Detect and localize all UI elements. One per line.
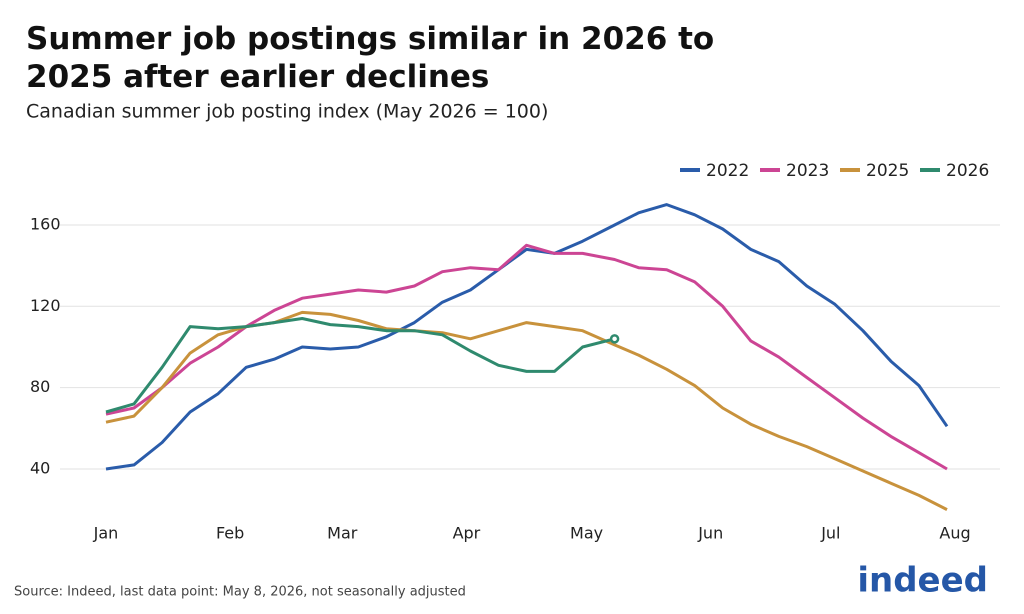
x-tick-label: May	[570, 524, 603, 543]
series-line	[105, 203, 949, 471]
x-tick-label: Feb	[216, 524, 244, 543]
legend-label: 2025	[866, 161, 909, 181]
series-line	[105, 317, 615, 414]
y-tick-label: 120	[30, 296, 61, 315]
source: Source: Indeed, last data point: May 8, …	[14, 585, 466, 600]
chart-subtitle: Canadian summer job posting index (May 2…	[26, 101, 548, 123]
y-tick-label: 160	[30, 214, 61, 233]
legend-label: 2022	[706, 161, 749, 181]
x-tick-label: Jun	[697, 524, 723, 543]
x-tick-label: Apr	[453, 524, 481, 543]
series-line	[105, 310, 948, 511]
x-tick-label: Jul	[820, 524, 840, 543]
series-line	[105, 243, 948, 471]
brand-logo: indeed	[857, 561, 988, 601]
end-point	[609, 334, 620, 344]
y-tick-label: 40	[30, 458, 50, 477]
chart-title: Summer job postings similar in 2026 to 2…	[26, 21, 715, 95]
legend-label: 2023	[786, 161, 829, 181]
x-tick-label: Jan	[93, 524, 119, 543]
legend-label: 2026	[946, 161, 989, 181]
y-tick-label: 80	[30, 377, 50, 396]
x-tick-label: Mar	[327, 524, 358, 543]
x-tick-label: Aug	[939, 524, 970, 543]
